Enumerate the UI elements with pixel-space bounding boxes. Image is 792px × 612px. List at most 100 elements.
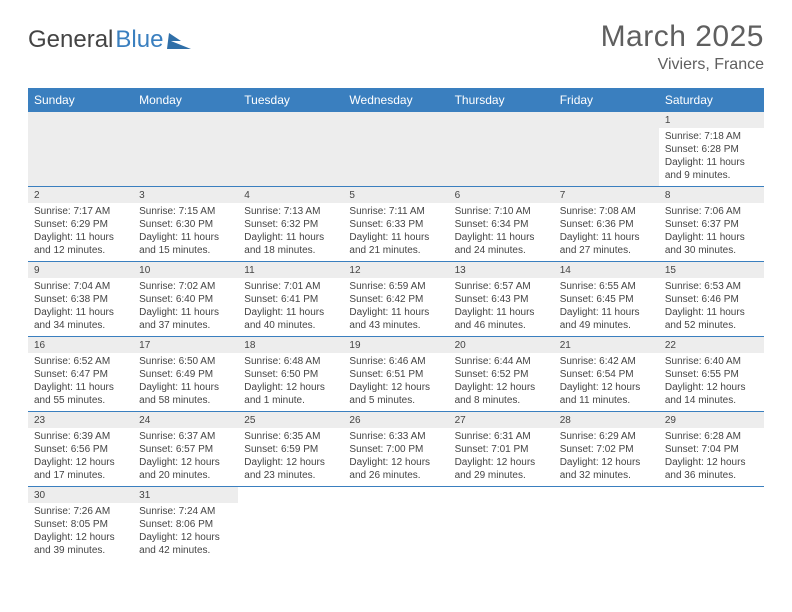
daylight: Daylight: 11 hours and 40 minutes. <box>244 306 337 332</box>
day-details: Sunrise: 7:26 AMSunset: 8:05 PMDaylight:… <box>34 505 127 557</box>
day-details: Sunrise: 6:59 AMSunset: 6:42 PMDaylight:… <box>349 280 442 332</box>
title-block: March 2025 Viviers, France <box>601 20 764 74</box>
sunrise: Sunrise: 6:29 AM <box>560 430 653 443</box>
day-cell: 17Sunrise: 6:50 AMSunset: 6:49 PMDayligh… <box>133 337 238 412</box>
daylight: Daylight: 12 hours and 17 minutes. <box>34 456 127 482</box>
day-details: Sunrise: 6:31 AMSunset: 7:01 PMDaylight:… <box>455 430 548 482</box>
day-number: 21 <box>554 337 659 353</box>
location: Viviers, France <box>601 56 764 74</box>
day-cell: 1Sunrise: 7:18 AMSunset: 6:28 PMDaylight… <box>659 112 764 187</box>
day-number: 1 <box>659 112 764 128</box>
day-cell: 21 Sunrise: 6:42 AMSunset: 6:54 PMDayligh… <box>554 337 659 412</box>
day-details: Sunrise: 6:37 AMSunset: 6:57 PMDaylight:… <box>139 430 232 482</box>
day-cell: 10Sunrise: 7:02 AMSunset: 6:40 PMDayligh… <box>133 262 238 337</box>
day-cell: 5Sunrise: 7:11 AMSunset: 6:33 PMDaylight… <box>343 187 448 262</box>
week-row: 16Sunrise: 6:52 AMSunset: 6:47 PMDayligh… <box>28 337 764 412</box>
day-cell <box>554 112 659 187</box>
sunset: Sunset: 6:38 PM <box>34 293 127 306</box>
day-details: Sunrise: 6:42 AMSunset: 6:54 PMDaylight:… <box>560 355 653 407</box>
sunset: Sunset: 6:45 PM <box>560 293 653 306</box>
day-cell: 11Sunrise: 7:01 AMSunset: 6:41 PMDayligh… <box>238 262 343 337</box>
sunrise: Sunrise: 7:15 AM <box>139 205 232 218</box>
sunset: Sunset: 6:33 PM <box>349 218 442 231</box>
col-tuesday: Tuesday <box>238 88 343 112</box>
sunset: Sunset: 6:54 PM <box>560 368 653 381</box>
week-row: 9Sunrise: 7:04 AMSunset: 6:38 PMDaylight… <box>28 262 764 337</box>
sunrise: Sunrise: 6:59 AM <box>349 280 442 293</box>
daylight: Daylight: 11 hours and 52 minutes. <box>665 306 758 332</box>
daylight: Daylight: 11 hours and 30 minutes. <box>665 231 758 257</box>
day-cell: 18Sunrise: 6:48 AMSunset: 6:50 PMDayligh… <box>238 337 343 412</box>
daylight: Daylight: 11 hours and 12 minutes. <box>34 231 127 257</box>
day-cell: 6Sunrise: 7:10 AMSunset: 6:34 PMDaylight… <box>449 187 554 262</box>
day-cell: 31Sunrise: 7:24 AMSunset: 8:06 PMDayligh… <box>133 487 238 562</box>
sunrise: Sunrise: 6:42 AM <box>560 355 653 368</box>
daylight: Daylight: 12 hours and 11 minutes. <box>560 381 653 407</box>
sunrise: Sunrise: 7:01 AM <box>244 280 337 293</box>
daylight: Daylight: 12 hours and 39 minutes. <box>34 531 127 557</box>
col-thursday: Thursday <box>449 88 554 112</box>
month-title: March 2025 <box>601 20 764 54</box>
daylight: Daylight: 12 hours and 26 minutes. <box>349 456 442 482</box>
day-details: Sunrise: 7:15 AMSunset: 6:30 PMDaylight:… <box>139 205 232 257</box>
sunset: Sunset: 6:43 PM <box>455 293 548 306</box>
day-cell: 7Sunrise: 7:08 AMSunset: 6:36 PMDaylight… <box>554 187 659 262</box>
sunrise: Sunrise: 7:26 AM <box>34 505 127 518</box>
day-cell: 16Sunrise: 6:52 AMSunset: 6:47 PMDayligh… <box>28 337 133 412</box>
day-number: 27 <box>449 412 554 428</box>
sunset: Sunset: 6:50 PM <box>244 368 337 381</box>
day-number: 19 <box>343 337 448 353</box>
day-cell: 30Sunrise: 7:26 AMSunset: 8:05 PMDayligh… <box>28 487 133 562</box>
day-cell: 25Sunrise: 6:35 AMSunset: 6:59 PMDayligh… <box>238 412 343 487</box>
day-cell: 3Sunrise: 7:15 AMSunset: 6:30 PMDaylight… <box>133 187 238 262</box>
day-cell <box>238 112 343 187</box>
sunset: Sunset: 6:57 PM <box>139 443 232 456</box>
day-number: 17 <box>133 337 238 353</box>
day-details: Sunrise: 6:44 AMSunset: 6:52 PMDaylight:… <box>455 355 548 407</box>
logo: GeneralBlue <box>28 20 193 54</box>
daylight: Daylight: 12 hours and 32 minutes. <box>560 456 653 482</box>
daylight: Daylight: 12 hours and 42 minutes. <box>139 531 232 557</box>
daylight: Daylight: 11 hours and 37 minutes. <box>139 306 232 332</box>
sunrise: Sunrise: 6:40 AM <box>665 355 758 368</box>
day-number: 13 <box>449 262 554 278</box>
day-details: Sunrise: 6:29 AMSunset: 7:02 PMDaylight:… <box>560 430 653 482</box>
day-cell <box>343 487 448 562</box>
daylight: Daylight: 11 hours and 55 minutes. <box>34 381 127 407</box>
daylight: Daylight: 12 hours and 5 minutes. <box>349 381 442 407</box>
day-cell: 20Sunrise: 6:44 AMSunset: 6:52 PMDayligh… <box>449 337 554 412</box>
day-details: Sunrise: 7:10 AMSunset: 6:34 PMDaylight:… <box>455 205 548 257</box>
day-details: Sunrise: 7:06 AMSunset: 6:37 PMDaylight:… <box>665 205 758 257</box>
sunrise: Sunrise: 6:31 AM <box>455 430 548 443</box>
sunrise: Sunrise: 6:39 AM <box>34 430 127 443</box>
sunset: Sunset: 6:46 PM <box>665 293 758 306</box>
sunset: Sunset: 6:56 PM <box>34 443 127 456</box>
day-cell <box>449 487 554 562</box>
daylight: Daylight: 11 hours and 58 minutes. <box>139 381 232 407</box>
sunrise: Sunrise: 6:33 AM <box>349 430 442 443</box>
day-number: 23 <box>28 412 133 428</box>
sunrise: Sunrise: 7:11 AM <box>349 205 442 218</box>
day-number: 22 <box>659 337 764 353</box>
sunrise: Sunrise: 7:17 AM <box>34 205 127 218</box>
sunset: Sunset: 6:42 PM <box>349 293 442 306</box>
daylight: Daylight: 12 hours and 29 minutes. <box>455 456 548 482</box>
day-number: 18 <box>238 337 343 353</box>
week-row: 2Sunrise: 7:17 AMSunset: 6:29 PMDaylight… <box>28 187 764 262</box>
col-wednesday: Wednesday <box>343 88 448 112</box>
sunrise: Sunrise: 7:18 AM <box>665 130 758 143</box>
sunset: Sunset: 7:04 PM <box>665 443 758 456</box>
logo-flag-icon <box>167 31 193 51</box>
day-details: Sunrise: 6:57 AMSunset: 6:43 PMDaylight:… <box>455 280 548 332</box>
week-row: 23Sunrise: 6:39 AMSunset: 6:56 PMDayligh… <box>28 412 764 487</box>
header: GeneralBlue March 2025 Viviers, France <box>28 20 764 74</box>
sunrise: Sunrise: 7:24 AM <box>139 505 232 518</box>
day-cell: 9Sunrise: 7:04 AMSunset: 6:38 PMDaylight… <box>28 262 133 337</box>
daylight: Daylight: 12 hours and 20 minutes. <box>139 456 232 482</box>
daylight: Daylight: 11 hours and 49 minutes. <box>560 306 653 332</box>
logo-text-1: General <box>28 26 113 54</box>
day-cell: 13 Sunrise: 6:57 AMSunset: 6:43 PMDayligh… <box>449 262 554 337</box>
sunset: Sunset: 6:28 PM <box>665 143 758 156</box>
day-number: 11 <box>238 262 343 278</box>
sunset: Sunset: 6:36 PM <box>560 218 653 231</box>
